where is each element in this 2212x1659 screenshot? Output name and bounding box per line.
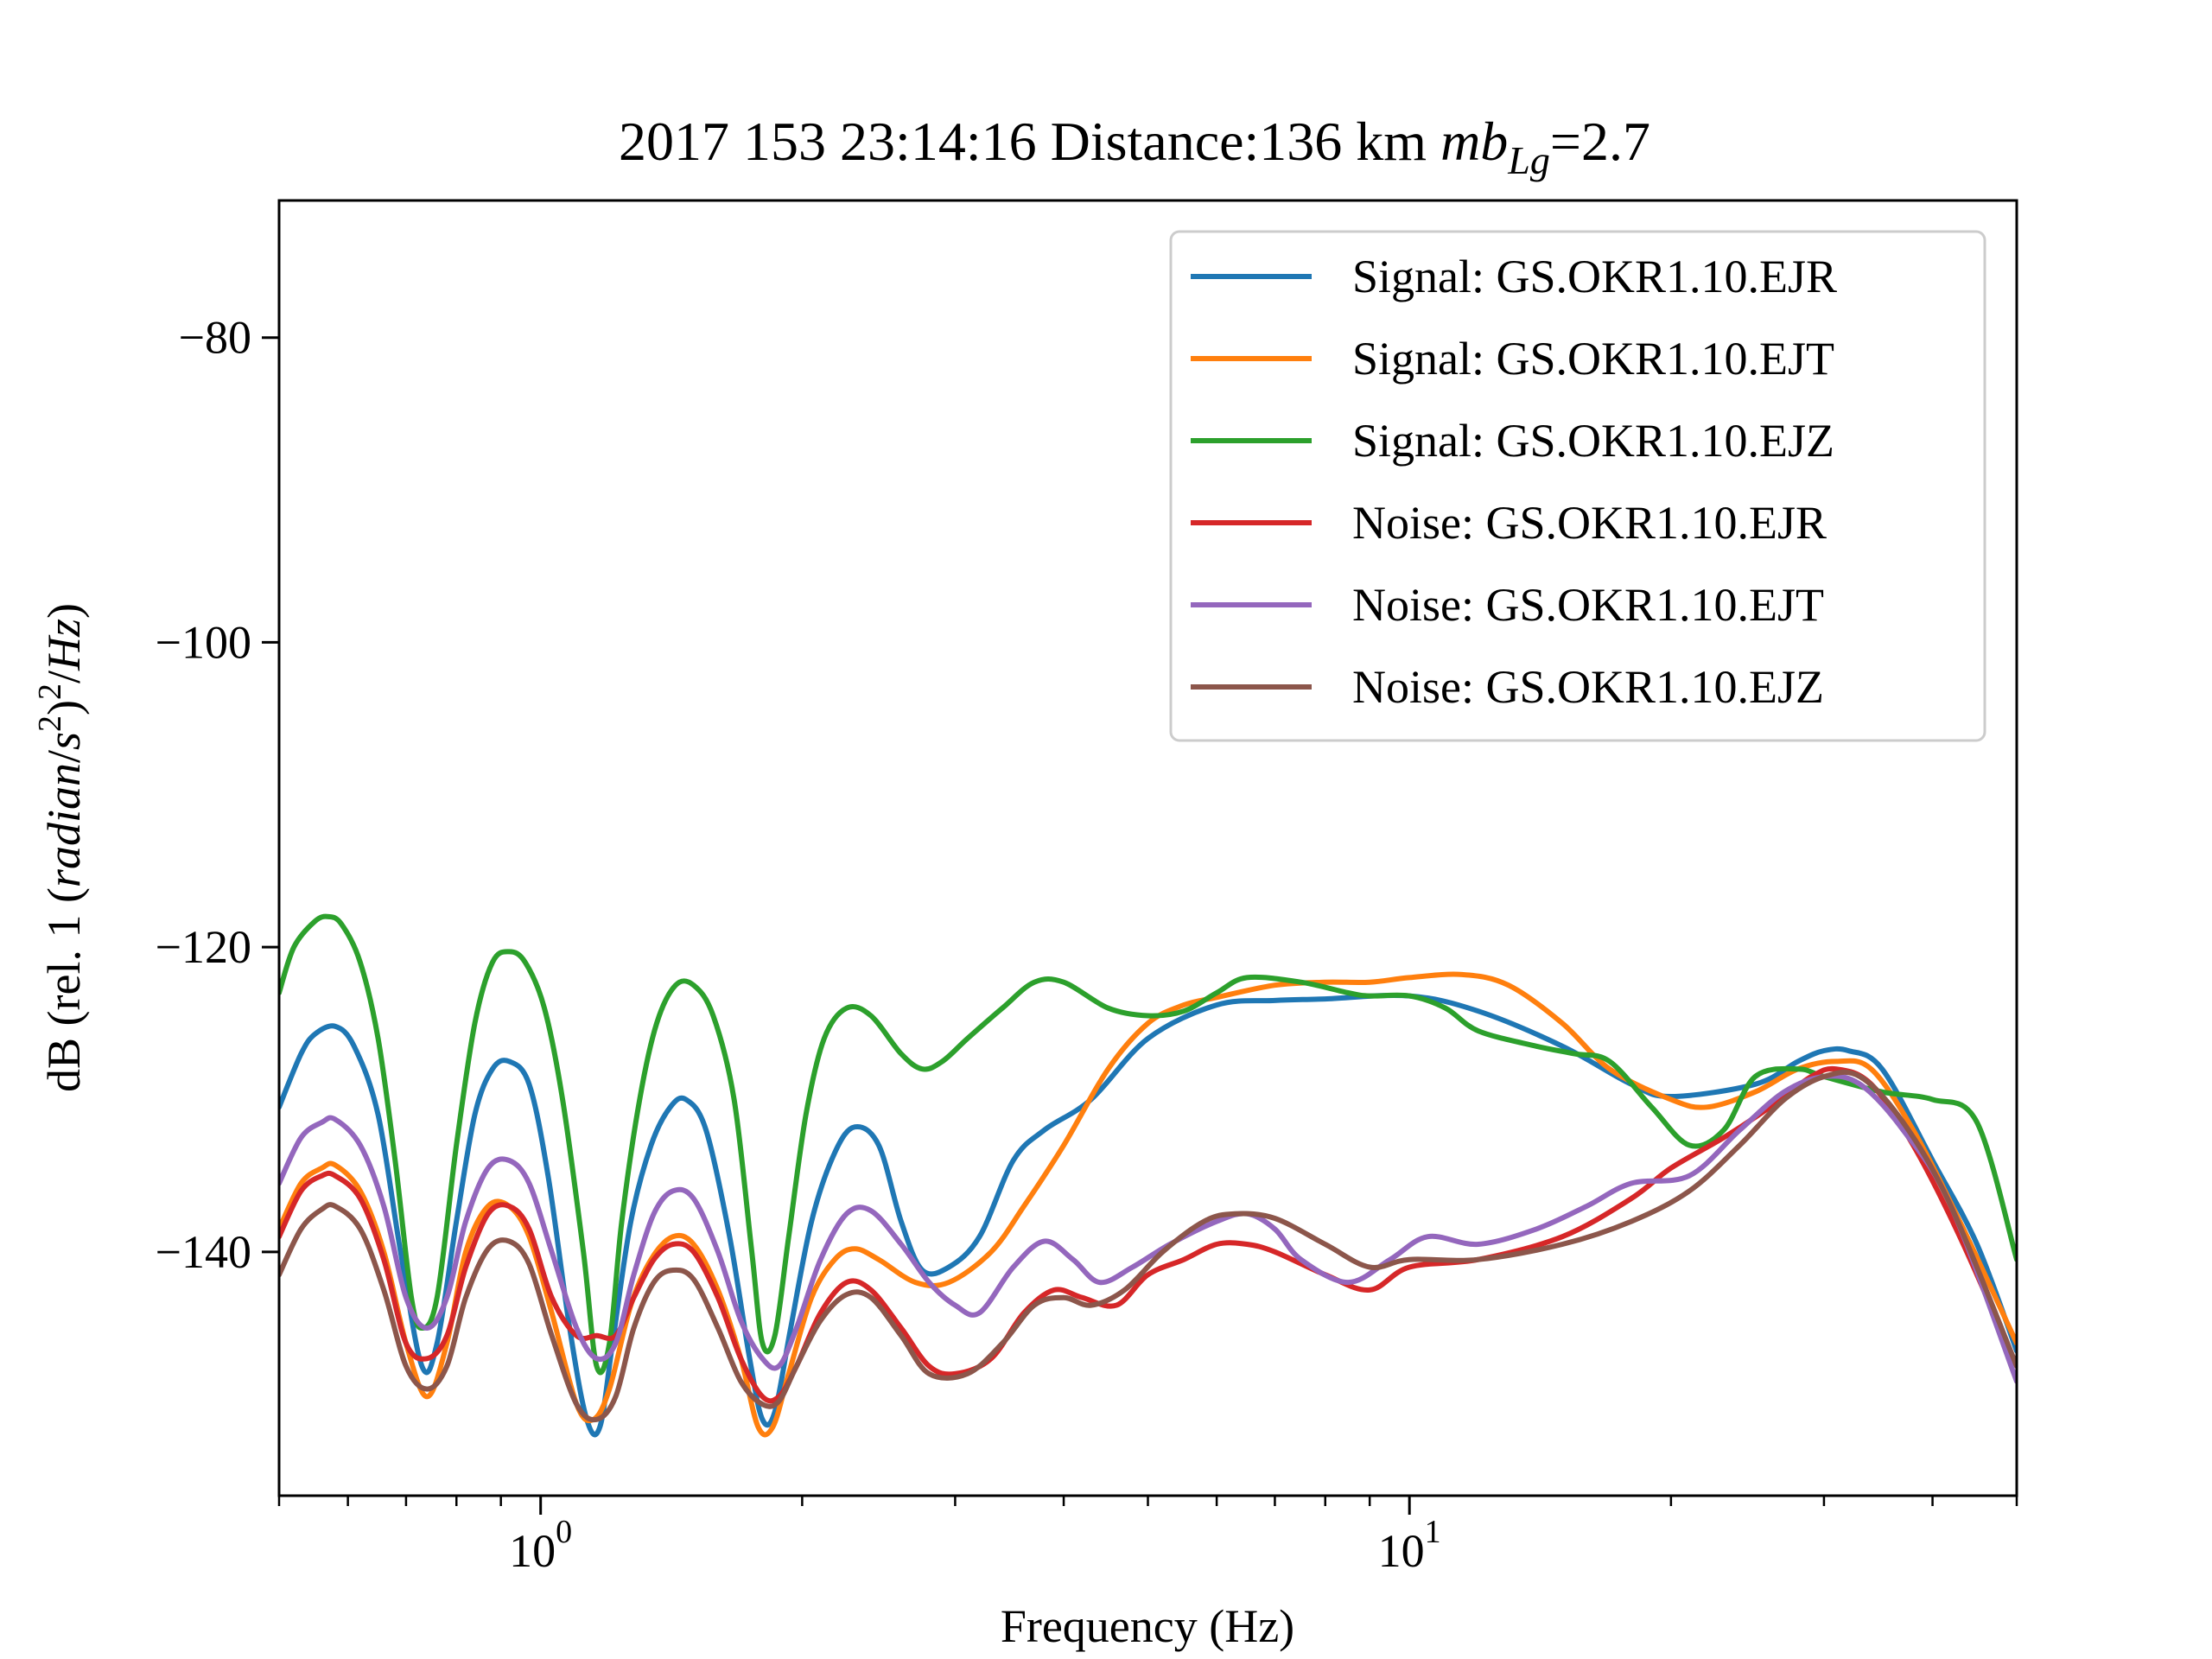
x-tick-label-exponent: 1 [1425,1514,1441,1550]
chart-title-magnitude-subscript: Lg [1507,138,1550,182]
y-axis-label-per: / [38,671,90,683]
x-tick-label-1: 100 [509,1514,572,1577]
chart-title-prefix: 2017 153 23:14:16 Distance:136 km [619,111,1440,172]
y-axis-label: dB (rel. 1 (radian/s2)2/Hz) [32,603,90,1092]
y-axis-label-close-paren: ) [38,700,90,715]
y-axis-label-hz: Hz [38,619,90,671]
x-major-ticks: 100 101 [509,1496,1441,1577]
series-line-6 [279,1069,2017,1423]
y-tick-label-1: −80 [179,312,251,364]
x-tick-label-base: 10 [1378,1525,1425,1577]
series-line-1 [279,992,2017,1438]
y-axis-label-prefix: dB (rel. 1 ( [38,887,90,1092]
legend: Signal: GS.OKR1.10.EJR Signal: GS.OKR1.10… [1169,230,1986,742]
series-line-5 [279,1073,2017,1384]
y-axis-label-outer-exponent: 2 [32,683,68,700]
chart-title: 2017 153 23:14:16 Distance:136 km mbLg=2… [619,111,1650,182]
legend-label-6: Noise: GS.OKR1.10.EJZ [1352,661,1824,713]
chart-title-magnitude-symbol: mb [1440,111,1508,172]
series-line-4 [279,1065,2017,1404]
y-axis-label-unit-denominator: s [38,732,90,750]
series-layer [279,913,2017,1438]
y-tick-label-2: −100 [156,616,251,668]
y-tick-label-4: −140 [156,1226,251,1278]
legend-label-4: Noise: GS.OKR1.10.EJR [1352,497,1827,549]
x-tick-label-exponent: 0 [556,1514,572,1550]
legend-box [1169,230,1986,742]
series-line-2 [279,971,2017,1438]
x-tick-label-2: 101 [1378,1514,1441,1577]
legend-label-3: Signal: GS.OKR1.10.EJZ [1352,415,1834,467]
legend-label-2: Signal: GS.OKR1.10.EJT [1352,333,1834,385]
x-minor-ticks [277,1496,2018,1506]
y-ticks: −80 −100 −120 −140 [156,312,279,1278]
y-axis-label-unit-exponent: 2 [32,715,68,732]
y-axis-label-suffix: ) [38,603,90,619]
series-line-3 [279,913,2017,1376]
y-tick-label-3: −120 [156,921,251,973]
legend-label-5: Noise: GS.OKR1.10.EJT [1352,579,1824,631]
chart-title-magnitude-value: =2.7 [1550,111,1650,172]
legend-label-1: Signal: GS.OKR1.10.EJR [1352,251,1837,302]
y-axis-label-slash: / [38,750,90,763]
x-axis-label: Frequency (Hz) [1001,1600,1294,1652]
x-tick-label-base: 10 [509,1525,556,1577]
y-axis-label-unit-numerator: radian [38,763,90,887]
